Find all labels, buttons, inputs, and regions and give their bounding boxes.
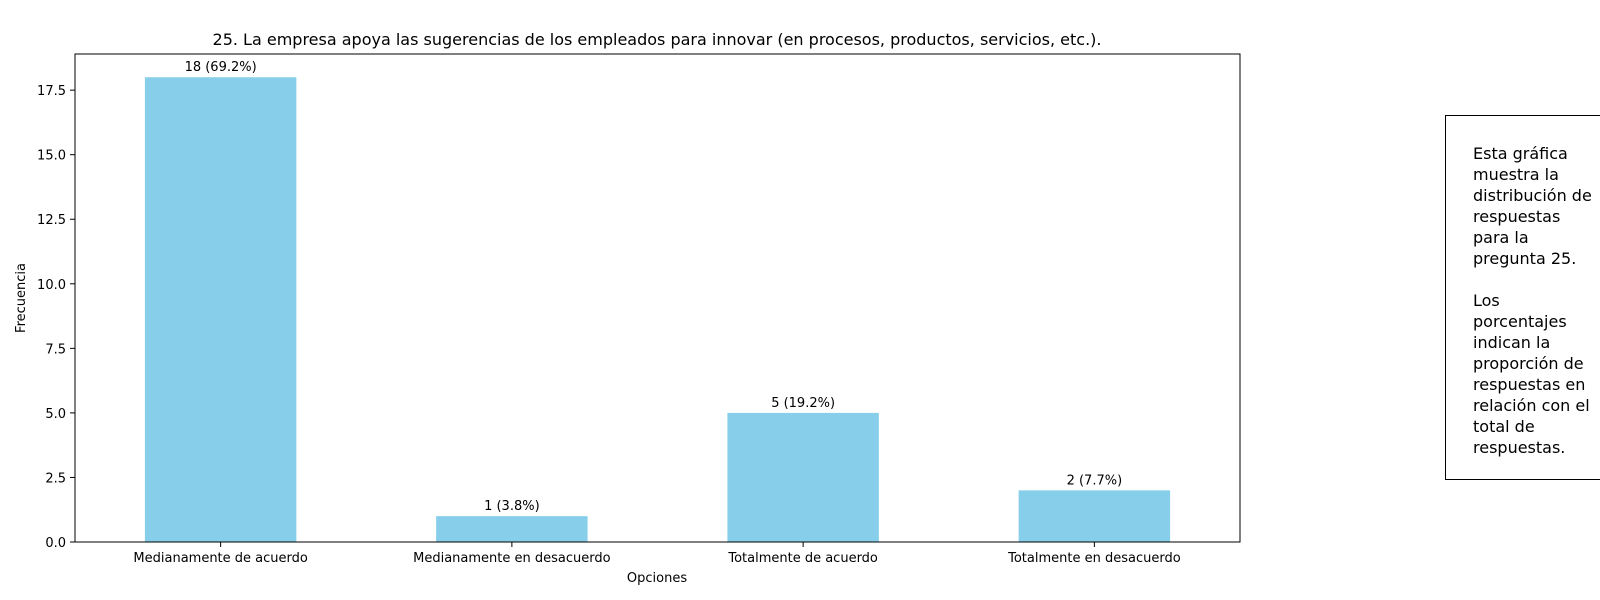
bars-group	[144, 77, 1171, 542]
y-tick-label: 17.5	[37, 84, 66, 99]
y-tick-label: 7.5	[45, 342, 66, 357]
x-axis-label: Opciones	[627, 571, 687, 586]
chart-title: 25. La empresa apoya las sugerencias de …	[213, 30, 1102, 49]
annotation-box: Esta gráfica muestra la distribución de …	[1445, 115, 1600, 480]
bar	[1018, 490, 1171, 542]
y-axis: 0.0 2.5 5.0 7.5 10.0 12.5 15.0 17.5	[37, 84, 75, 551]
plot-area-frame	[74, 53, 1241, 543]
y-tick-label: 15.0	[37, 149, 66, 164]
x-axis: Medianamente de acuerdo Medianamente en d…	[133, 542, 1181, 566]
bar	[144, 77, 297, 542]
y-tick-label: 5.0	[45, 407, 66, 422]
bar-labels-group: 18 (69.2%) 1 (3.8%) 5 (19.2%) 2 (7.7%)	[185, 60, 1123, 514]
x-tick-label: Totalmente de acuerdo	[727, 551, 878, 566]
y-tick-label: 12.5	[37, 213, 66, 228]
x-tick-label: Medianamente en desacuerdo	[413, 551, 610, 566]
y-axis-label: Frecuencia	[14, 263, 29, 333]
bar	[727, 412, 879, 542]
bar-data-label: 2 (7.7%)	[1067, 473, 1123, 488]
annotation-text: Esta gráfica muestra la distribución de …	[1473, 144, 1592, 457]
x-tick-label: Medianamente de acuerdo	[133, 551, 307, 566]
bar	[436, 516, 588, 542]
x-tick-label: Totalmente en desacuerdo	[1007, 551, 1181, 566]
bar-data-label: 18 (69.2%)	[185, 60, 257, 75]
bar-data-label: 5 (19.2%)	[771, 396, 835, 411]
y-tick-label: 10.0	[37, 278, 66, 293]
y-tick-label: 2.5	[45, 471, 66, 486]
bar-data-label: 1 (3.8%)	[484, 499, 540, 514]
y-tick-label: 0.0	[45, 536, 66, 551]
